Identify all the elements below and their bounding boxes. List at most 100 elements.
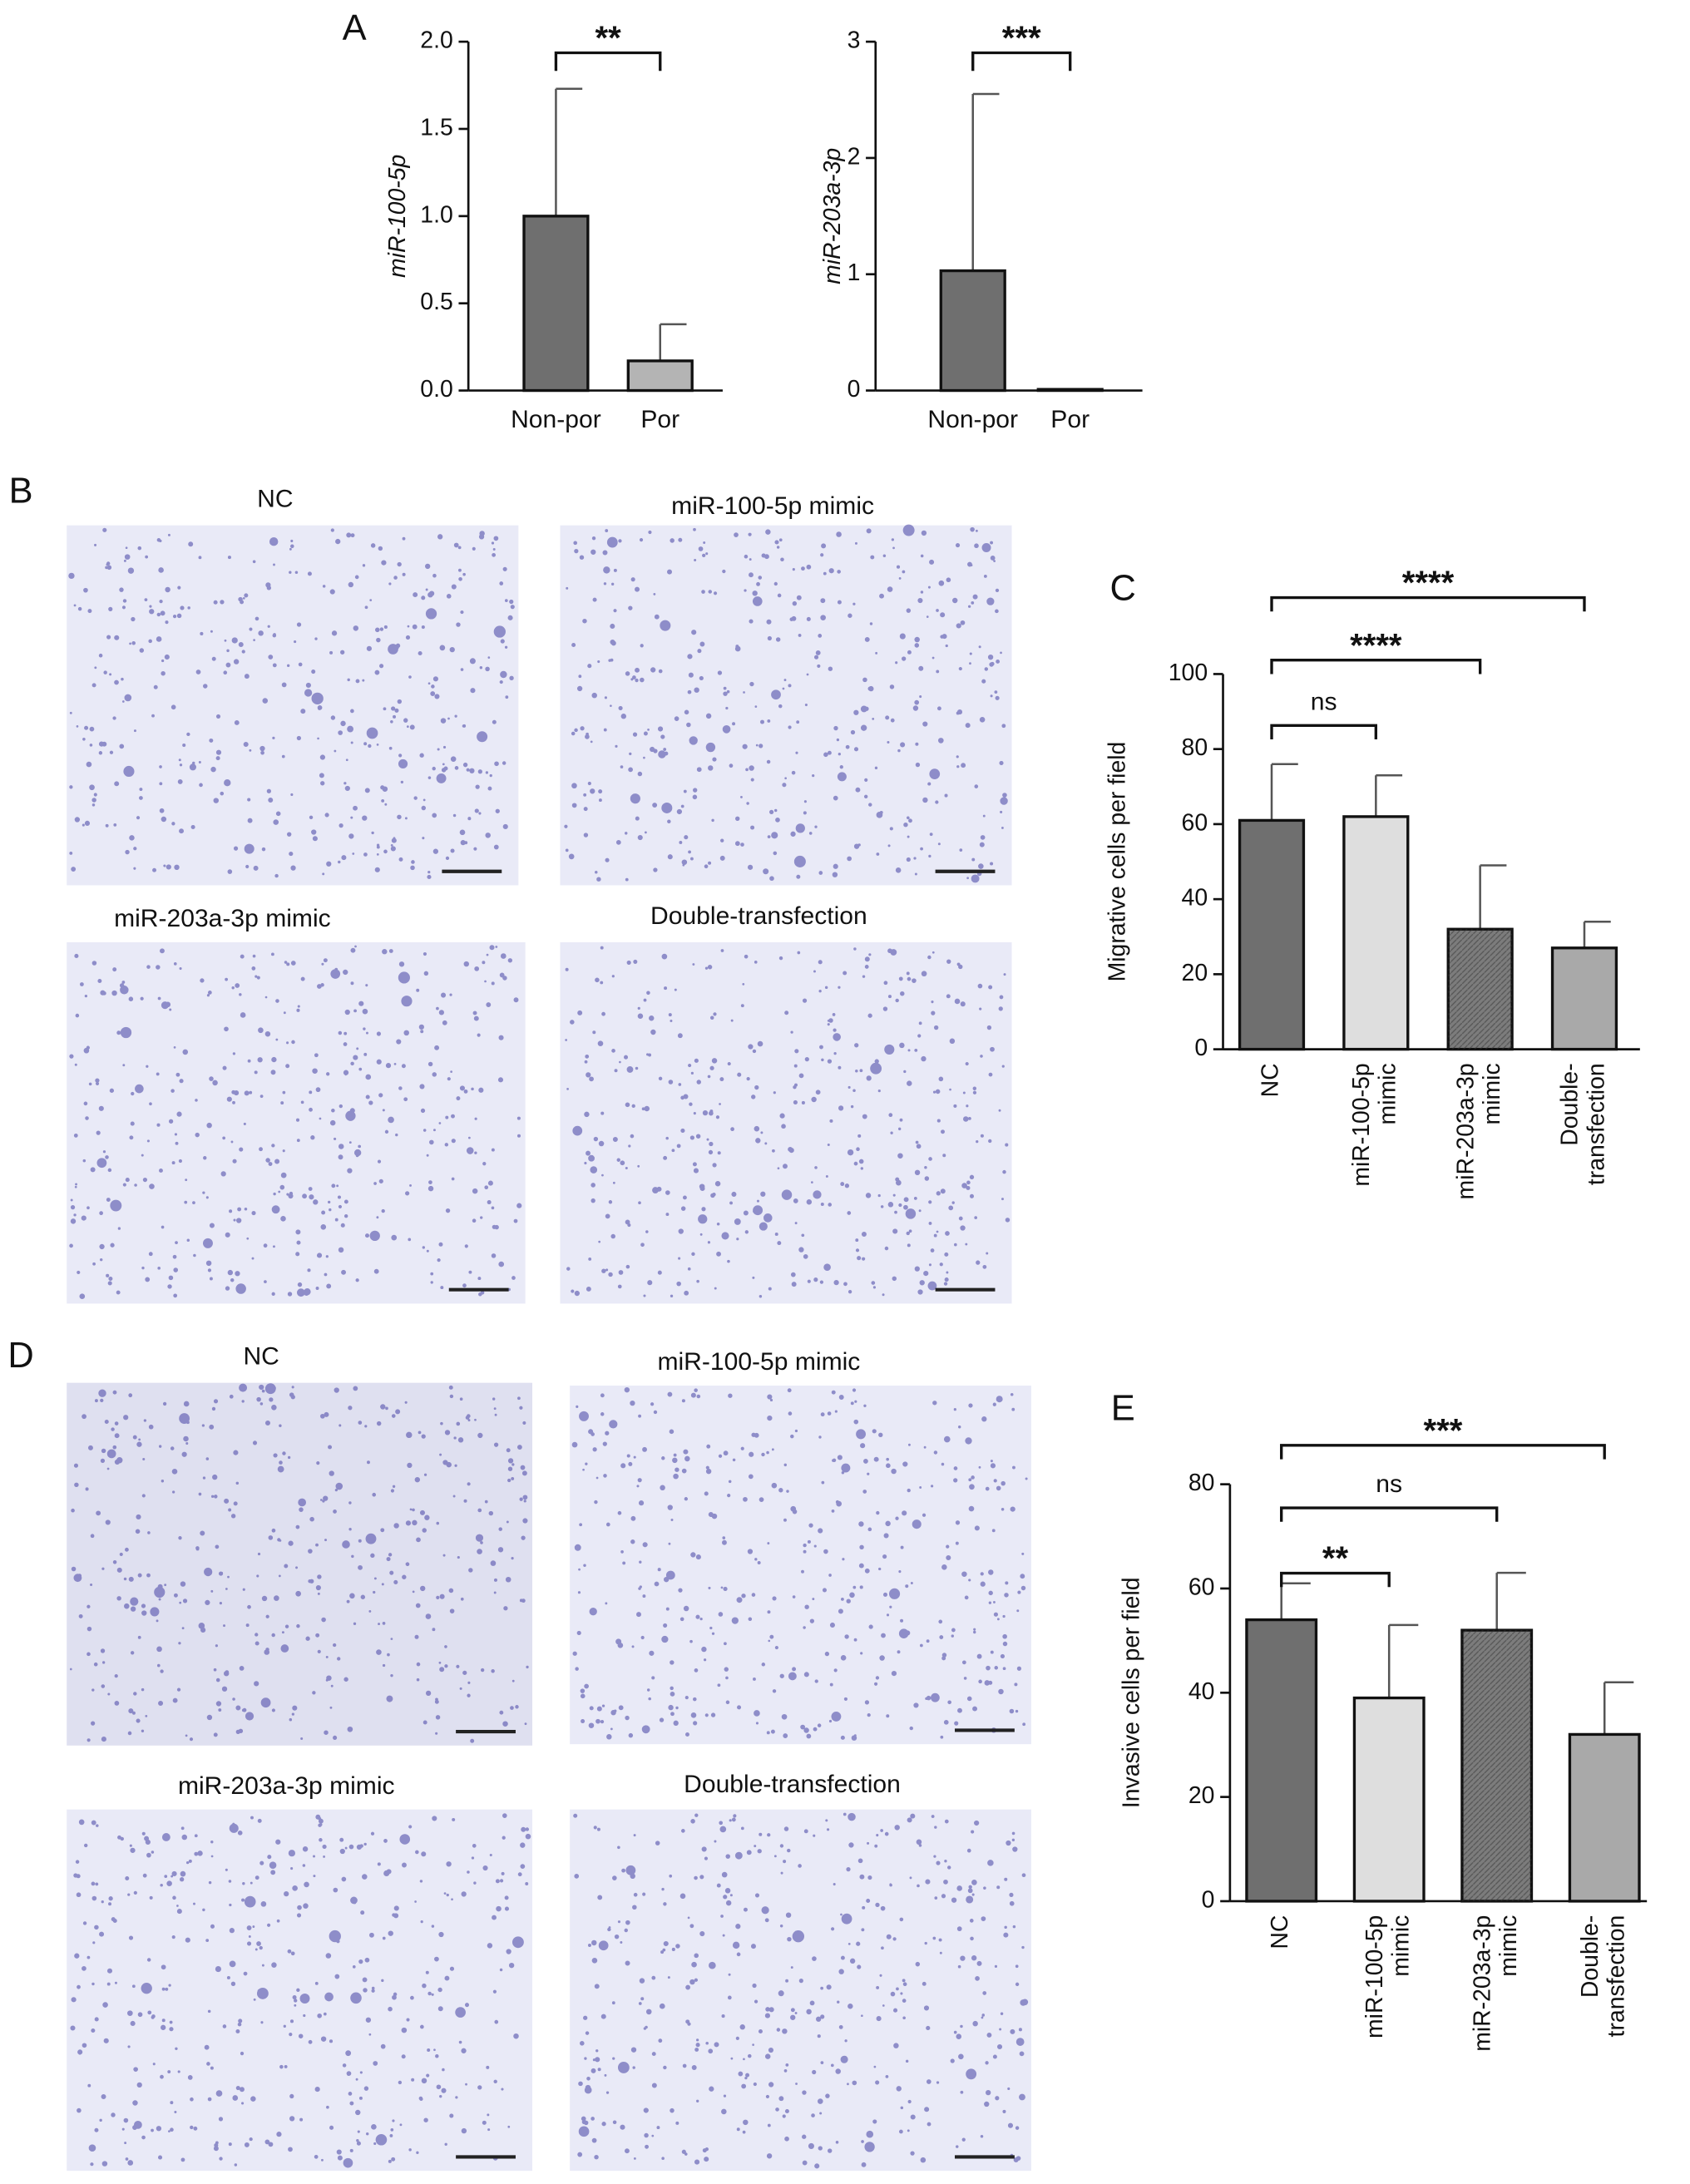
panel-label: D	[7, 1336, 33, 1376]
significance-label: ***	[1424, 1412, 1463, 1449]
significance-label: ****	[1402, 565, 1455, 601]
x-tick-label: miR-203a-3p	[1469, 1915, 1495, 2052]
y-tick-label: 0.5	[420, 289, 452, 315]
y-tick-label: 0.0	[420, 376, 452, 403]
cells	[68, 527, 515, 880]
cells	[573, 1812, 1029, 2169]
x-tick-label: miR-203a-3p	[1452, 1063, 1479, 1199]
y-tick-label: 3	[847, 27, 861, 54]
error-bar	[1583, 920, 1611, 948]
x-tick-label: transfection	[1583, 1063, 1609, 1185]
error-bar	[555, 87, 583, 216]
x-tick-label: Non-por	[511, 406, 601, 433]
micrograph-title: NC	[257, 486, 293, 513]
error-bar	[1280, 1582, 1311, 1620]
y-tick-label: 0	[847, 376, 861, 403]
bar	[626, 359, 694, 393]
significance-label: ns	[1311, 688, 1337, 715]
significance-bracket	[971, 51, 1072, 72]
bar-hatch	[1461, 1630, 1532, 1901]
micrograph	[570, 1809, 1031, 2172]
error-bar	[1495, 1571, 1526, 1631]
x-tick-label: miR-100-5p	[1348, 1063, 1375, 1186]
x-tick-label: mimic	[1375, 1063, 1401, 1124]
significance-bracket	[554, 51, 662, 72]
y-tick-label: 60	[1188, 1574, 1215, 1600]
y-tick-label: 20	[1182, 960, 1208, 986]
error-bar	[1270, 763, 1298, 821]
cells	[69, 945, 522, 1300]
bar	[1245, 1618, 1318, 1903]
bar	[1550, 946, 1618, 1051]
micrograph	[570, 1386, 1031, 1745]
significance-label: ***	[1002, 20, 1041, 57]
micrograph-title: miR-100-5p mimic	[671, 492, 874, 520]
y-tick-label: 20	[1188, 1782, 1215, 1809]
cells	[70, 1813, 531, 2168]
x-tick-label: NC	[1258, 1063, 1284, 1097]
error-bar	[1387, 1623, 1419, 1698]
y-tick-label: 60	[1182, 809, 1208, 836]
significance-bracket	[1280, 1571, 1391, 1588]
significance-bracket	[1270, 595, 1586, 612]
panel-label: B	[9, 472, 33, 511]
micrograph	[67, 1382, 533, 1746]
y-tick-label: 40	[1182, 885, 1208, 912]
panel-label: E	[1111, 1389, 1135, 1429]
x-tick-label: Double-	[1577, 1915, 1604, 1998]
micrograph-title: miR-203a-3p mimic	[178, 1772, 395, 1800]
y-axis-label: Migrative cells per field	[1104, 742, 1131, 982]
x-tick-label: NC	[1267, 1915, 1293, 1949]
y-tick-label: 40	[1188, 1678, 1215, 1705]
y-tick-label: 2.0	[420, 27, 452, 54]
error-bar	[1603, 1681, 1634, 1735]
bar	[1036, 388, 1104, 393]
significance-label: ****	[1350, 627, 1402, 664]
panel-label: C	[1110, 569, 1136, 609]
y-axis-label: miR-100-5p	[384, 155, 411, 278]
micrograph-title: miR-203a-3p mimic	[114, 905, 331, 932]
significance-bracket	[1280, 1444, 1606, 1460]
x-tick-label: Non-por	[927, 406, 1018, 433]
error-bar	[1375, 774, 1403, 817]
bar-hatch	[1448, 929, 1513, 1050]
y-axis-label: miR-203a-3p	[819, 148, 846, 284]
y-tick-label: 1.0	[420, 201, 452, 228]
significance-label: ns	[1376, 1470, 1402, 1498]
bar	[1352, 1696, 1426, 1903]
micrograph-title: Double-transfection	[684, 1771, 901, 1798]
significance-bracket	[1270, 659, 1482, 674]
y-axis-label: Invasive cells per field	[1118, 1577, 1144, 1808]
y-tick-label: 100	[1169, 660, 1208, 686]
x-tick-label: Double-	[1557, 1063, 1584, 1145]
x-tick-label: mimic	[1388, 1915, 1415, 1977]
x-tick-label: mimic	[1479, 1063, 1505, 1124]
micrograph	[67, 941, 526, 1304]
significance-label: **	[1322, 1540, 1349, 1577]
bar	[1238, 818, 1306, 1051]
y-tick-label: 80	[1188, 1470, 1215, 1496]
error-bar	[1479, 864, 1507, 930]
x-tick-label: Por	[1050, 406, 1090, 433]
micrograph	[560, 941, 1012, 1304]
bar	[1568, 1732, 1641, 1903]
error-bar	[971, 92, 1000, 271]
x-tick-label: mimic	[1495, 1915, 1522, 1977]
y-tick-label: 80	[1182, 734, 1208, 761]
bar	[939, 269, 1006, 393]
y-tick-label: 1	[847, 259, 861, 286]
bar	[1342, 815, 1410, 1051]
y-tick-label: 1.5	[420, 114, 452, 141]
bar	[522, 215, 590, 393]
significance-bracket	[1270, 724, 1377, 739]
micrograph-title: NC	[243, 1343, 279, 1371]
panel-label: A	[343, 8, 367, 48]
x-tick-label: transfection	[1604, 1915, 1630, 2038]
x-tick-label: miR-100-5p	[1361, 1915, 1388, 2038]
micrograph-title: miR-100-5p mimic	[657, 1348, 860, 1376]
micrograph	[560, 525, 1012, 886]
significance-bracket	[1280, 1506, 1499, 1522]
error-bar	[659, 323, 687, 361]
significance-label: **	[595, 20, 621, 57]
